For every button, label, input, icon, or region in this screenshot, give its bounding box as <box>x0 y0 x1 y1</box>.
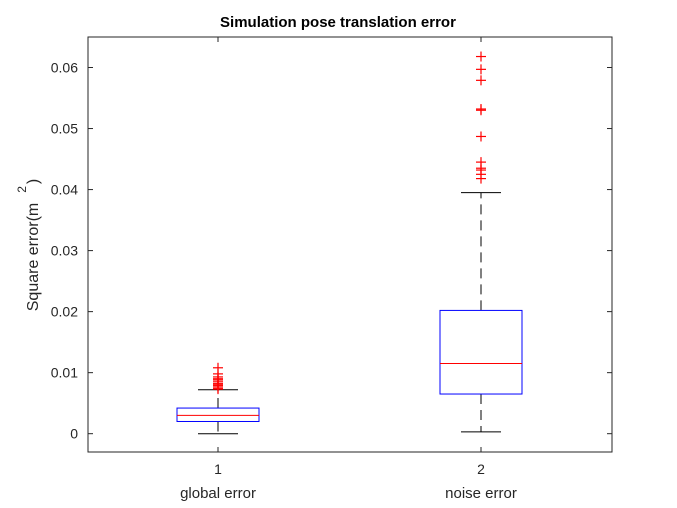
outlier-marker <box>476 64 486 75</box>
box-series <box>176 51 523 435</box>
y-axis-label-superscript: 2 <box>15 186 29 193</box>
y-axis: 0 0.01 0.02 0.03 0.04 0.05 0.06 <box>51 60 612 442</box>
outlier-marker <box>476 131 486 142</box>
y-tick-label: 0.04 <box>51 182 78 198</box>
box-group <box>439 51 523 433</box>
outlier-marker <box>476 51 486 62</box>
y-tick-label: 0.06 <box>51 60 78 76</box>
chart-title: Simulation pose translation error <box>220 14 456 31</box>
interquartile-box <box>439 309 523 395</box>
y-tick-label: 0 <box>70 426 78 442</box>
interquartile-box <box>176 407 260 422</box>
outlier-marker <box>476 104 486 115</box>
y-axis-label-main: Square error(m <box>25 203 42 311</box>
y-tick-label: 0.01 <box>51 365 78 381</box>
y-tick-label: 0.03 <box>51 243 78 259</box>
x-tick-label: 2 <box>477 461 485 477</box>
x-tick-label: 1 <box>214 461 222 477</box>
y-tick-label: 0.02 <box>51 304 78 320</box>
y-axis-label: Square error(m 2) <box>15 179 42 312</box>
y-axis-label-close: ) <box>25 179 42 184</box>
outlier-marker <box>213 362 223 373</box>
outlier-marker <box>476 75 486 86</box>
y-tick-label: 0.05 <box>51 121 78 137</box>
plot-area-frame <box>87 36 613 453</box>
x-axis: 1 global error 2 noise error <box>180 37 517 502</box>
box-group <box>176 362 260 435</box>
x-category-label: global error <box>180 485 256 502</box>
x-category-label: noise error <box>445 485 517 502</box>
outlier-marker <box>476 157 486 168</box>
